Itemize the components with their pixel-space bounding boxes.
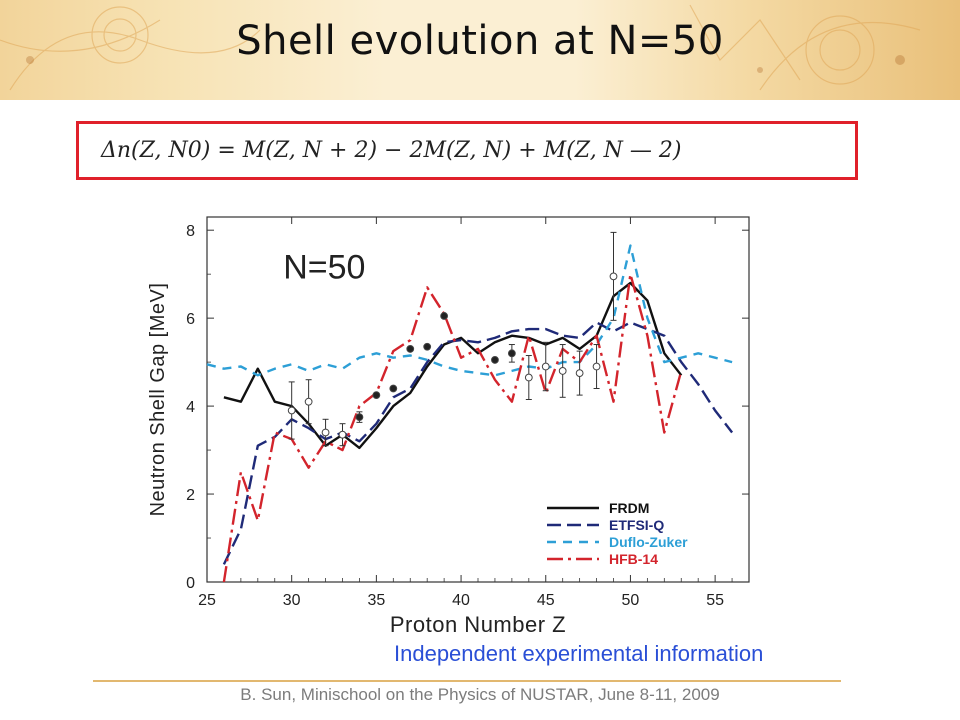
data-point <box>304 397 313 406</box>
banner-decoration <box>0 4 921 91</box>
legend-label: HFB-14 <box>609 551 658 567</box>
y-tick-label: 4 <box>186 399 195 416</box>
series-line <box>222 272 683 583</box>
series-line <box>222 321 734 565</box>
x-tick-label: 55 <box>706 592 724 609</box>
x-tick-label: 40 <box>452 592 470 609</box>
x-tick-label: 25 <box>198 592 216 609</box>
data-point <box>524 373 533 382</box>
shell-gap-formula: Δn(Z, N0) = M(Z, N + 2) − 2M(Z, N) + M(Z… <box>101 138 682 163</box>
legend-label: FRDM <box>609 500 649 516</box>
data-point <box>321 428 330 437</box>
y-tick-label: 0 <box>186 575 195 592</box>
series-line <box>206 244 733 377</box>
header-banner: Shell evolution at N=50 <box>0 0 960 100</box>
data-point <box>406 345 415 353</box>
y-tick-label: 6 <box>186 311 195 328</box>
footer-credit: B. Sun, Minischool on the Physics of NUS… <box>240 685 720 704</box>
data-point <box>423 342 432 351</box>
data-point <box>575 369 584 378</box>
formula-box: Δn(Z, N0) = M(Z, N + 2) − 2M(Z, N) + M(Z… <box>76 121 858 180</box>
data-point <box>609 272 618 281</box>
data-point <box>541 362 550 371</box>
y-tick-label: 2 <box>186 487 195 504</box>
data-point <box>372 391 381 400</box>
data-point <box>389 384 398 393</box>
data-point <box>440 312 449 320</box>
x-tick-label: 30 <box>283 592 301 609</box>
x-tick-label: 50 <box>622 592 640 609</box>
legend-label: ETFSI-Q <box>609 517 664 533</box>
footer-divider <box>93 680 841 682</box>
data-point <box>592 362 601 371</box>
x-axis-label: Proton Number Z <box>390 612 566 637</box>
data-point <box>338 430 347 439</box>
y-tick-label: 8 <box>186 223 195 240</box>
legend-label: Duflo-Zuker <box>609 534 688 550</box>
y-axis-label: Neutron Shell Gap [MeV] <box>147 283 169 517</box>
experimental-note: Independent experimental information <box>394 641 764 666</box>
data-point <box>491 356 499 364</box>
chart-annotation: N=50 <box>283 249 365 287</box>
x-tick-label: 45 <box>537 592 555 609</box>
slide-title: Shell evolution at N=50 <box>236 18 724 64</box>
data-point <box>507 349 516 358</box>
x-tick-label: 35 <box>367 592 385 609</box>
shell-gap-chart: 25 30 35 40 45 50 55 0 2 4 6 8 Proton Number Z Neutro… <box>147 216 750 637</box>
data-point <box>355 413 364 421</box>
data-point <box>287 406 296 415</box>
data-point <box>558 367 567 375</box>
